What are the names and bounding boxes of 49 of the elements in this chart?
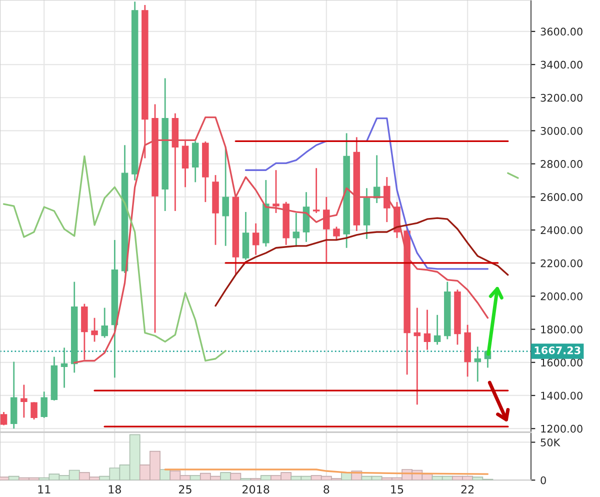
bar — [190, 475, 201, 480]
candlestick — [292, 212, 300, 248]
y-tick-label: 3000.00 — [540, 126, 582, 135]
bar — [230, 472, 242, 480]
y-tick-label: 1200.00 — [541, 424, 582, 433]
line-series — [214, 217, 509, 307]
y-tick-label: 1400.00 — [541, 392, 582, 400]
x-tick-label: 2018 — [242, 485, 270, 494]
y-tick-label: 50K — [540, 438, 560, 446]
candlestick — [252, 222, 260, 256]
candlestick — [40, 390, 48, 419]
ref-line-label: 1667.23 — [534, 346, 580, 354]
candlestick — [60, 346, 68, 388]
y-tick-label: 0 — [540, 476, 546, 484]
candlestick — [182, 139, 189, 188]
candlestick — [414, 307, 421, 406]
candlestick — [384, 176, 390, 223]
candlestick — [20, 384, 28, 418]
candlestick — [192, 140, 199, 183]
candlestick — [272, 169, 280, 214]
x-tick-label: 8 — [324, 485, 330, 494]
y-tick-label: 3200.00 — [540, 94, 582, 102]
candlestick — [30, 401, 38, 420]
y-tick-label: 2600.00 — [540, 193, 582, 202]
candlestick — [323, 196, 330, 263]
x-tick-label: 18 — [108, 485, 121, 494]
y-tick-label: 3400.00 — [540, 60, 582, 69]
x-tick-label: 15 — [391, 485, 404, 494]
candlestick — [312, 167, 320, 214]
candlestick — [333, 226, 340, 241]
bar — [220, 472, 232, 480]
candlestick — [424, 309, 431, 351]
y-tick-label: 2200.00 — [540, 259, 582, 268]
candlestick — [0, 411, 8, 426]
y-tick-label: 2400.00 — [540, 226, 582, 234]
x-tick-label: 22 — [461, 485, 474, 494]
candlestick — [434, 314, 441, 346]
y-tick-label: 3600.00 — [540, 28, 582, 36]
y-tick-label: 2000.00 — [540, 292, 582, 300]
y-tick-label: 1600.00 — [541, 358, 582, 366]
y-tick-label: 1800.00 — [541, 326, 582, 334]
x-tick-label: 11 — [38, 485, 50, 494]
candlestick — [101, 307, 108, 338]
bar — [8, 476, 20, 480]
candlestick — [474, 346, 482, 382]
candlestick — [91, 317, 98, 342]
y-tick-label: 2800.00 — [540, 160, 582, 168]
x-tick-label: 25 — [179, 485, 192, 494]
bar — [260, 475, 272, 480]
